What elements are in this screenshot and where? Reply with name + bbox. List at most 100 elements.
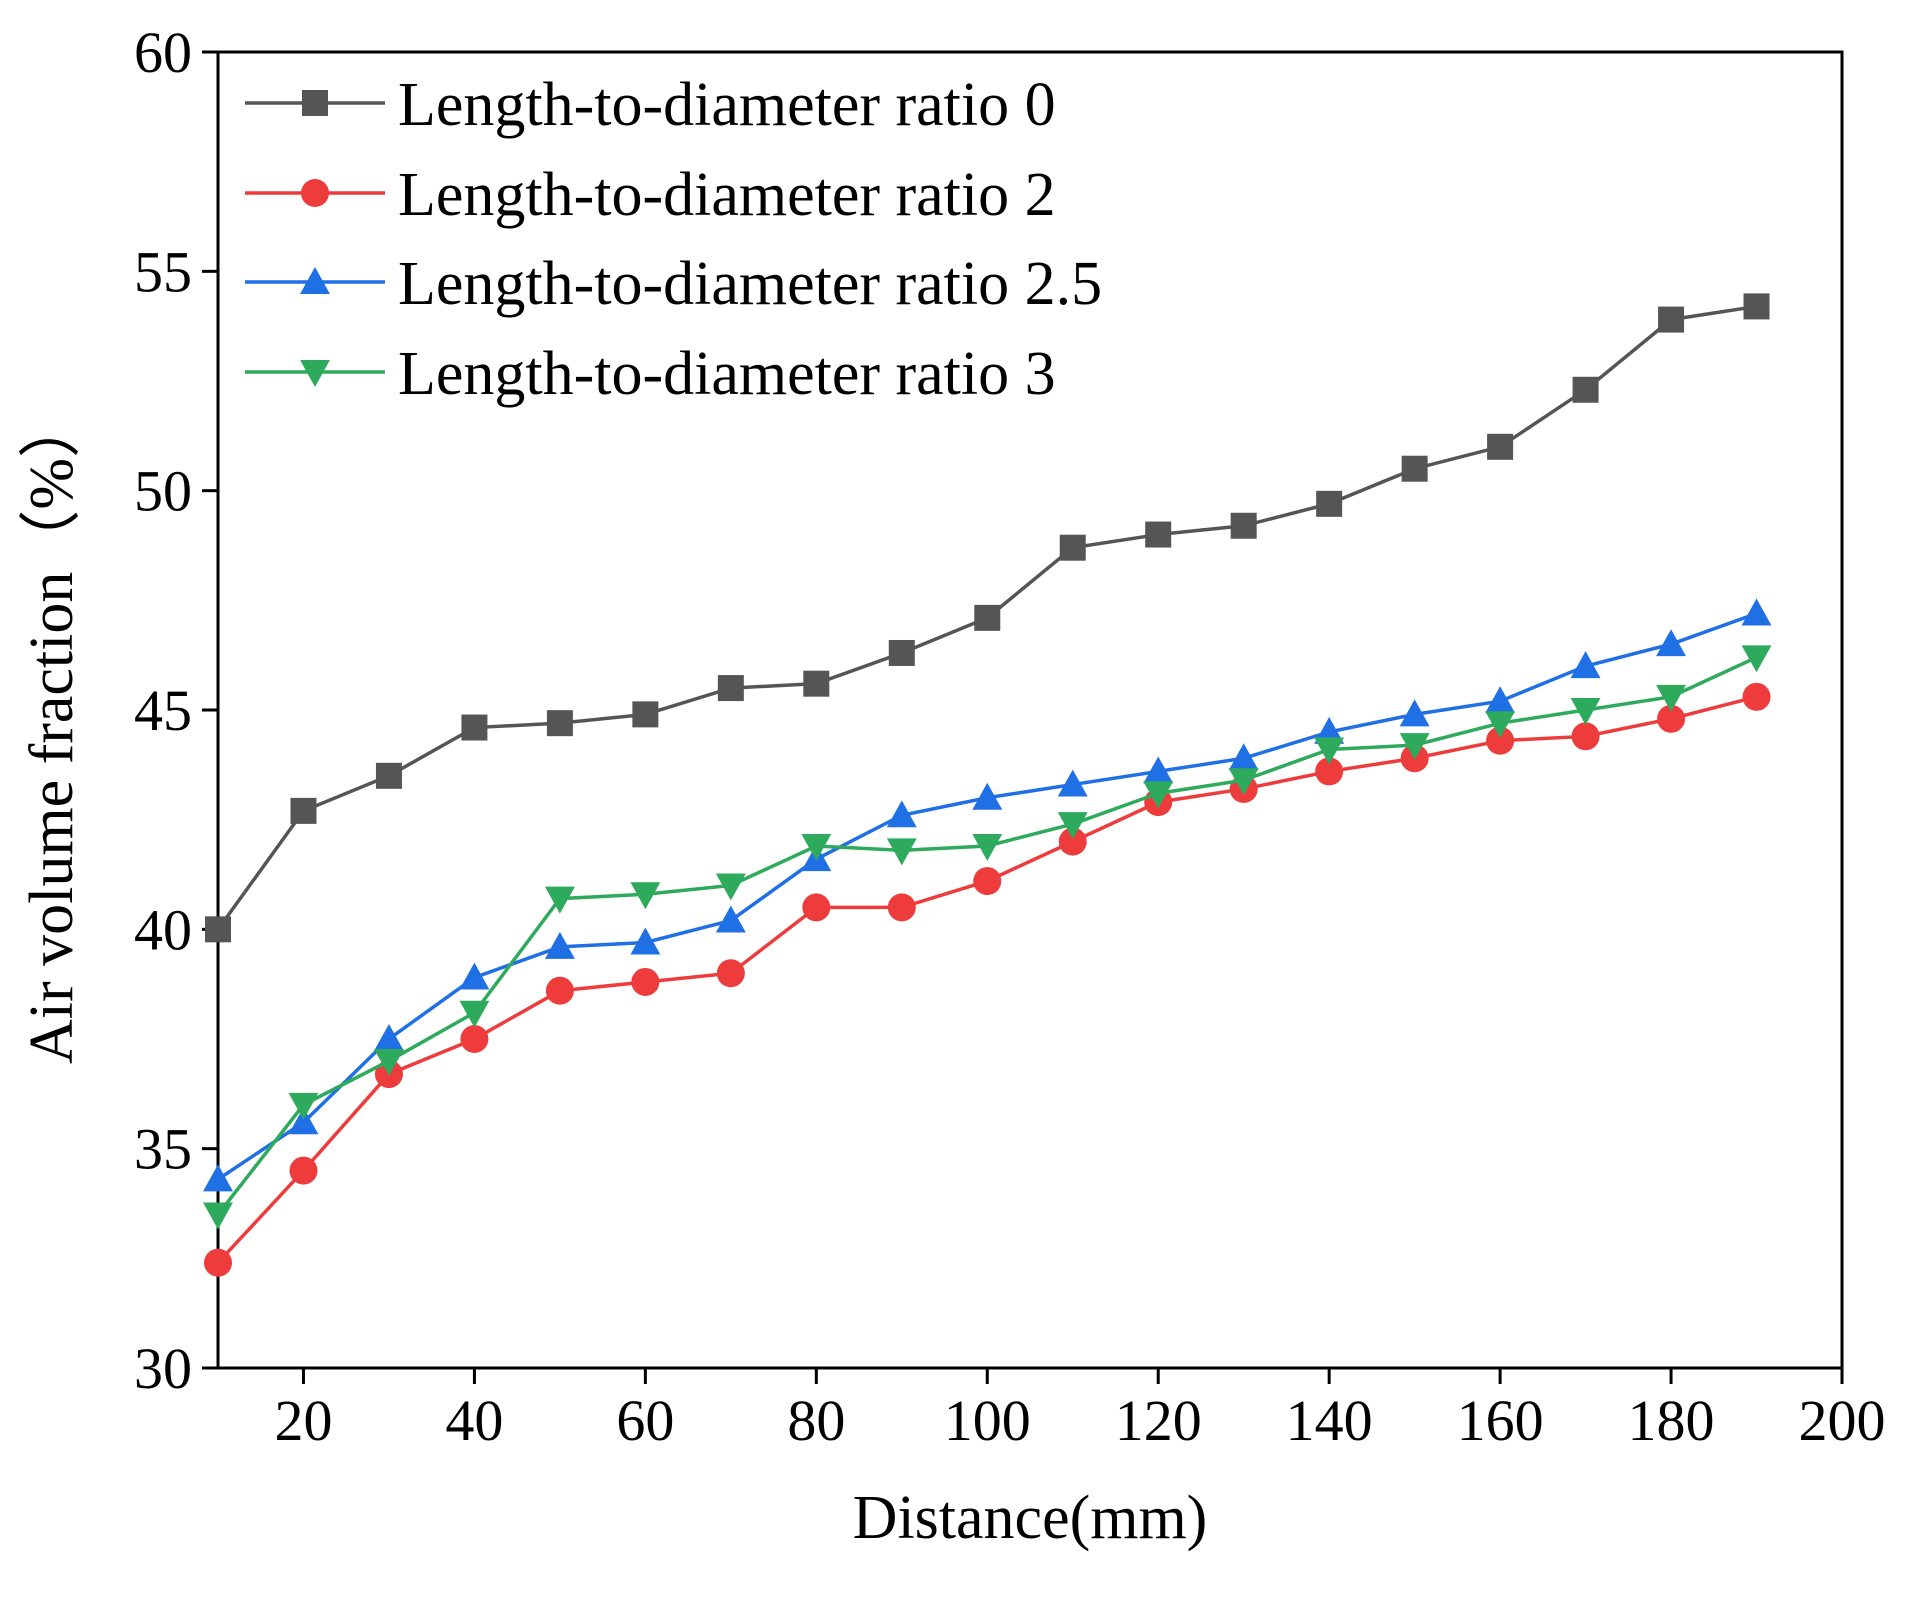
data-point [1315, 757, 1344, 786]
data-point [545, 976, 574, 1005]
data-point [1314, 716, 1345, 744]
x-tick-label: 60 [616, 1388, 674, 1453]
y-tick-label: 45 [134, 678, 192, 743]
y-tick-label: 60 [134, 20, 192, 85]
data-point [1741, 645, 1772, 673]
data-point [886, 800, 917, 828]
x-tick-label: 40 [445, 1388, 503, 1453]
y-tick-label: 40 [134, 897, 192, 962]
data-point [204, 1248, 232, 1277]
data-point [973, 867, 1002, 896]
data-point [887, 893, 916, 922]
legend-entry: Length-to-diameter ratio 2 [245, 161, 1056, 229]
data-point [1143, 781, 1174, 809]
data-point [886, 838, 917, 866]
legend-label: Length-to-diameter ratio 3 [398, 340, 1056, 408]
data-point [632, 701, 659, 728]
y-tick-label: 35 [134, 1117, 192, 1182]
data-point [1656, 684, 1687, 712]
data-point [375, 762, 402, 789]
data-point [1570, 698, 1601, 725]
data-point [1228, 743, 1259, 771]
data-point [801, 834, 832, 861]
data-point [1228, 768, 1259, 796]
x-tick-label: 180 [1628, 1388, 1715, 1453]
data-point [974, 604, 1001, 631]
legend-marker [301, 179, 329, 207]
data-point [802, 893, 831, 922]
data-point [1145, 521, 1172, 548]
data-point [888, 639, 915, 666]
y-tick-label: 30 [134, 1336, 192, 1401]
x-axis-title: Distance(mm) [853, 1484, 1208, 1552]
data-point [1057, 812, 1088, 840]
x-tick-label: 20 [274, 1388, 332, 1453]
data-point [203, 1164, 233, 1192]
data-point [972, 834, 1003, 861]
data-point [1741, 598, 1772, 626]
legend-label: Length-to-diameter ratio 0 [398, 71, 1056, 139]
data-point [373, 1024, 404, 1051]
data-point [460, 1025, 489, 1053]
series-line [217, 611, 1758, 1181]
data-point [1314, 737, 1345, 765]
data-point [630, 882, 661, 910]
data-point [1485, 686, 1516, 714]
data-point [1057, 769, 1088, 797]
legend-entry: Length-to-diameter ratio 3 [245, 340, 1056, 408]
data-point [1656, 629, 1687, 657]
data-point [1657, 704, 1686, 733]
data-point [1230, 512, 1257, 539]
data-point [290, 797, 317, 824]
data-point [288, 1092, 319, 1120]
data-point [1059, 534, 1086, 561]
data-point [203, 1202, 233, 1230]
series-0 [205, 293, 1770, 943]
data-point [630, 927, 661, 955]
data-point [1058, 827, 1087, 856]
data-point [1143, 756, 1174, 784]
data-point [205, 916, 231, 943]
y-tick-label: 50 [134, 459, 192, 524]
data-point [631, 967, 660, 996]
data-point [544, 931, 575, 959]
data-point [461, 714, 488, 741]
data-point [715, 905, 746, 933]
data-point [546, 710, 573, 737]
y-tick-label: 55 [134, 239, 192, 304]
data-point [1658, 306, 1685, 333]
series-2 [203, 598, 1772, 1192]
data-point [373, 1048, 404, 1076]
data-point [1571, 722, 1600, 751]
data-point [288, 1107, 319, 1135]
data-point [1485, 711, 1516, 739]
legend-entry: Length-to-diameter ratio 2.5 [245, 250, 1102, 318]
legend-label: Length-to-diameter ratio 2.5 [398, 250, 1102, 318]
series-1 [204, 682, 1771, 1277]
legend-entry: Length-to-diameter ratio 0 [245, 71, 1056, 139]
data-point [1399, 699, 1430, 727]
x-tick-label: 120 [1115, 1388, 1202, 1453]
legend-label: Length-to-diameter ratio 2 [398, 161, 1056, 229]
data-point [1399, 733, 1430, 761]
data-point [289, 1156, 318, 1185]
data-point [803, 670, 830, 697]
data-point [1572, 376, 1599, 403]
data-point [1743, 293, 1770, 320]
x-tick-label: 80 [787, 1388, 845, 1453]
x-tick-label: 140 [1286, 1388, 1373, 1453]
x-tick-label: 200 [1799, 1388, 1886, 1453]
data-point [459, 1000, 490, 1028]
data-point [1486, 726, 1515, 755]
data-point [544, 886, 575, 914]
data-point [1742, 682, 1771, 711]
y-axis-title: Air volume fraction（%） [18, 396, 86, 1064]
x-tick-label: 100 [944, 1388, 1031, 1453]
data-point [459, 962, 490, 990]
data-point [715, 873, 746, 901]
x-tick-label: 160 [1457, 1388, 1544, 1453]
data-point [717, 675, 744, 702]
series-3 [203, 645, 1772, 1230]
